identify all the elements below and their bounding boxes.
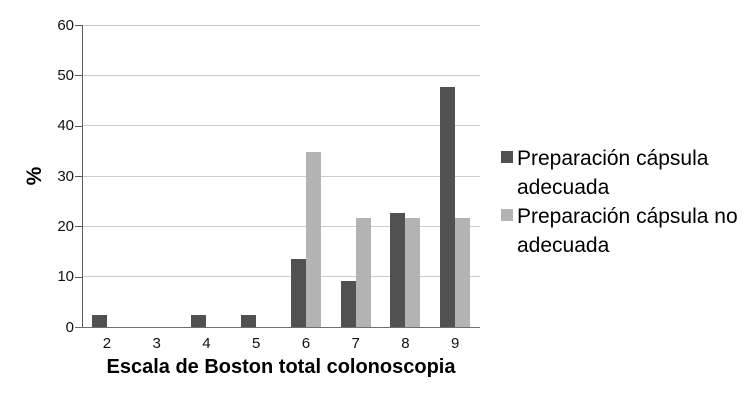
gridline-50 [82,74,480,76]
gridline-40 [82,125,480,127]
legend-item-1: Preparación cápsula adecuada [501,144,741,202]
y-axis-line [82,25,83,327]
x-tick-label-6: 6 [301,335,311,352]
bar-series2-cat8 [405,217,421,327]
bar-series1-cat2 [91,315,107,327]
x-tick-label-9: 9 [450,335,460,352]
bar-series1-cat4 [191,315,207,327]
y-tick-label-0: 0 [65,318,74,336]
x-axis-title: Escala de Boston total colonoscopia [106,356,456,378]
x-tick-label-8: 8 [401,335,410,352]
gridline-30 [82,175,480,177]
bar-series2-cat7 [355,217,371,327]
y-tick-label-30: 30 [57,167,74,185]
y-tick-mark-10 [75,276,82,278]
legend-swatch-icon [501,151,513,163]
x-tick-label-4: 4 [202,335,211,352]
bar-series1-cat8 [390,212,406,327]
x-axis-line [75,327,480,328]
y-tick-mark-30 [75,176,82,177]
legend: Preparación cápsula adecuada Preparación … [501,144,741,260]
y-tick-mark-60 [75,25,82,26]
gridline-60 [82,24,480,26]
gridline-10 [82,276,480,278]
y-tick-label-40: 40 [57,117,74,135]
legend-label: Preparación cápsula no adecuada [517,205,738,257]
bar-series1-cat7 [340,281,356,327]
bar-series2-cat6 [305,151,321,327]
legend-label: Preparación cápsula adecuada [517,147,709,199]
gridline-20 [82,225,480,227]
x-tick-label-5: 5 [251,335,261,352]
y-tick-mark-40 [75,125,82,127]
x-tick-label-7: 7 [351,335,360,352]
bar-series1-cat5 [241,315,257,327]
y-tick-label-20: 20 [57,217,74,235]
bar-series1-cat6 [290,258,306,327]
x-tick-label-2: 2 [102,335,112,352]
y-tick-label-50: 50 [57,66,74,84]
y-tick-mark-20 [75,226,82,228]
legend-swatch-icon [501,209,513,221]
y-tick-label-60: 60 [57,16,74,34]
x-tick-label-3: 3 [152,335,161,352]
bar-series2-cat9 [455,217,471,327]
y-tick-label-10: 10 [57,268,74,286]
bar-series1-cat9 [440,86,456,327]
legend-item-2: Preparación cápsula no adecuada [501,202,741,260]
y-tick-mark-50 [75,75,82,77]
